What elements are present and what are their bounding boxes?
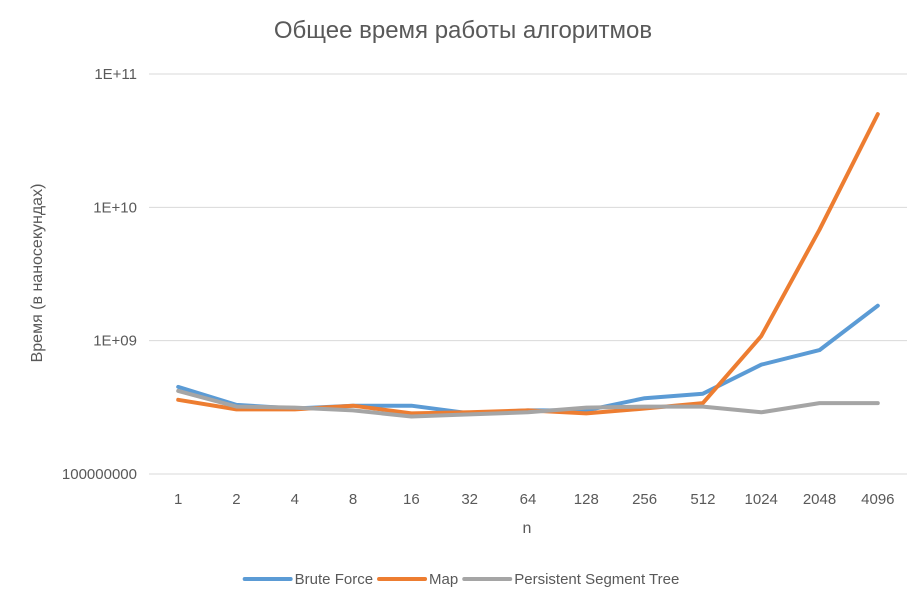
y-tick-label: 100000000 — [62, 466, 137, 483]
x-tick-label: 512 — [690, 491, 715, 508]
y-tick-label: 1E+11 — [94, 66, 137, 83]
series-line-persistent-segment-tree — [176, 388, 880, 419]
x-axis-label: n — [523, 520, 532, 537]
x-tick-label: 256 — [632, 491, 657, 508]
x-tick-label: 8 — [349, 491, 357, 508]
x-tick-label: 2 — [232, 491, 240, 508]
x-tick-label: 1 — [174, 491, 182, 508]
x-tick-label: 1024 — [745, 491, 778, 508]
x-tick-label: 16 — [403, 491, 420, 508]
legend-label: Brute Force — [295, 571, 373, 588]
y-axis-label: Время (в наносекундах) — [29, 184, 46, 363]
x-tick-label: 2048 — [803, 491, 836, 508]
y-tick-label: 1E+10 — [93, 199, 137, 216]
legend: Brute Force Map Persistent Segment Tree — [242, 571, 679, 588]
x-tick-label: 128 — [574, 491, 599, 508]
x-axis-ticks: 1 2 4 8 16 32 64 128 256 512 1024 2048 4096 — [174, 491, 895, 508]
series-lines — [176, 112, 880, 419]
y-tick-label: 1E+09 — [93, 333, 137, 350]
legend-label: Persistent Segment Tree — [514, 571, 679, 588]
x-tick-label: 4 — [291, 491, 299, 508]
series-line-map — [176, 112, 880, 416]
gridlines — [149, 73, 907, 475]
legend-label: Map — [429, 571, 458, 588]
chart-title: Общее время работы алгоритмов — [274, 17, 652, 44]
x-tick-label: 32 — [461, 491, 478, 508]
x-tick-label: 64 — [520, 491, 537, 508]
y-axis-ticks: 100000000 1E+09 1E+10 1E+11 — [62, 66, 137, 483]
x-tick-label: 4096 — [861, 491, 894, 508]
series-line-brute-force — [176, 303, 880, 416]
